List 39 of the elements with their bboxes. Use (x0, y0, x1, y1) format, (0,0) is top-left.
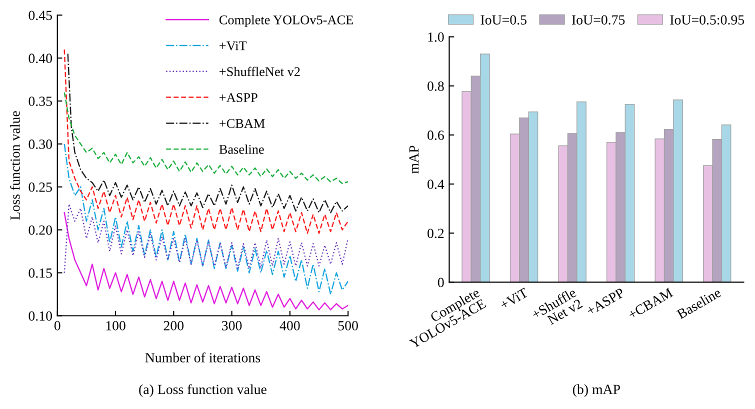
y-tick-label: 0 (438, 278, 444, 288)
y-tick-label: 0.2 (428, 228, 444, 238)
legend-label: +CBAM (220, 119, 265, 128)
y-tick-label: 0.10 (28, 311, 52, 321)
legend-label: IoU=0.5 (480, 15, 526, 25)
y-tick-label: 0.45 (28, 10, 52, 20)
text: (a) Loss function value (139, 384, 266, 397)
y-tick-label: 1.0 (428, 32, 444, 42)
legend-label: +ShuffleNet v2 (220, 66, 300, 76)
y-tick-label: 0.35 (28, 96, 52, 106)
legend-label: +ViT (220, 41, 247, 50)
y-tick-label: 0.15 (28, 268, 52, 278)
y-tick-label: 0.25 (28, 182, 52, 192)
line-series (64, 203, 348, 274)
x-tick-label: 0 (54, 321, 60, 330)
legend-label: Baseline (219, 144, 264, 154)
legend-label: IoU=0.5:0.95 (670, 15, 744, 25)
y-tick-label: 0.6 (428, 130, 444, 140)
x-tick-label: 300 (222, 321, 242, 330)
x-tick-label: 200 (164, 321, 184, 330)
x-tick-label: 400 (280, 321, 300, 330)
legend-label: IoU=0.75 (572, 15, 625, 25)
y-tick-label: 0.30 (28, 140, 52, 149)
x-tick-label: +ViT (499, 288, 529, 310)
x-tick-label: 100 (106, 321, 126, 330)
y-axis-title: mAP (409, 146, 418, 174)
line-series (64, 92, 348, 184)
y-tick-label: 0.20 (28, 225, 52, 235)
x-axis-title: Number of iterations (145, 352, 260, 362)
legend-label: Complete YOLOv5-ACE (219, 15, 353, 28)
text: (b) mAP (572, 384, 620, 397)
x-tick-label: 500 (338, 321, 358, 330)
y-tick-label: 0.8 (428, 81, 444, 91)
legend-label: +ASPP (220, 93, 258, 102)
y-tick-label: 0.4 (428, 180, 444, 190)
line-series (64, 143, 348, 295)
line-series (64, 212, 348, 310)
y-tick-label: 0.40 (28, 54, 52, 64)
y-axis-title: Loss function value (10, 111, 20, 220)
